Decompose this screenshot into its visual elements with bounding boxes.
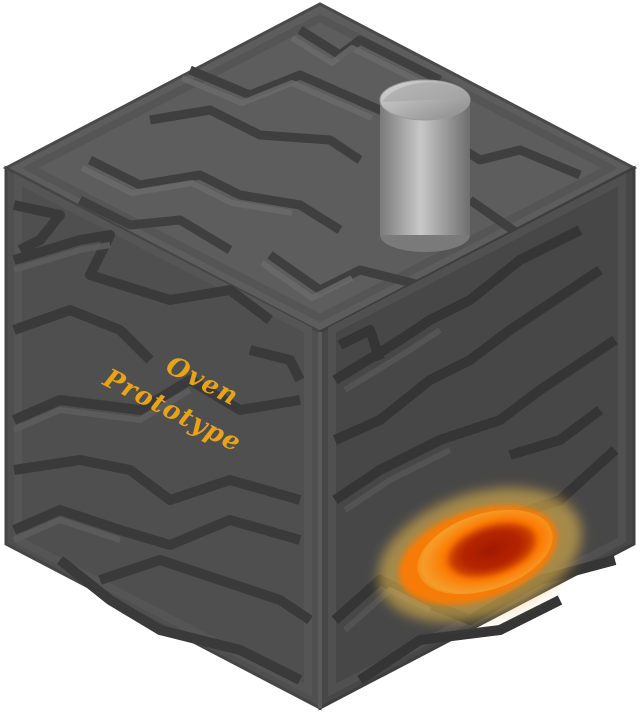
fire-glow-icon (378, 487, 582, 623)
left-face (4, 165, 322, 711)
chimney-pipe-icon (379, 79, 471, 252)
